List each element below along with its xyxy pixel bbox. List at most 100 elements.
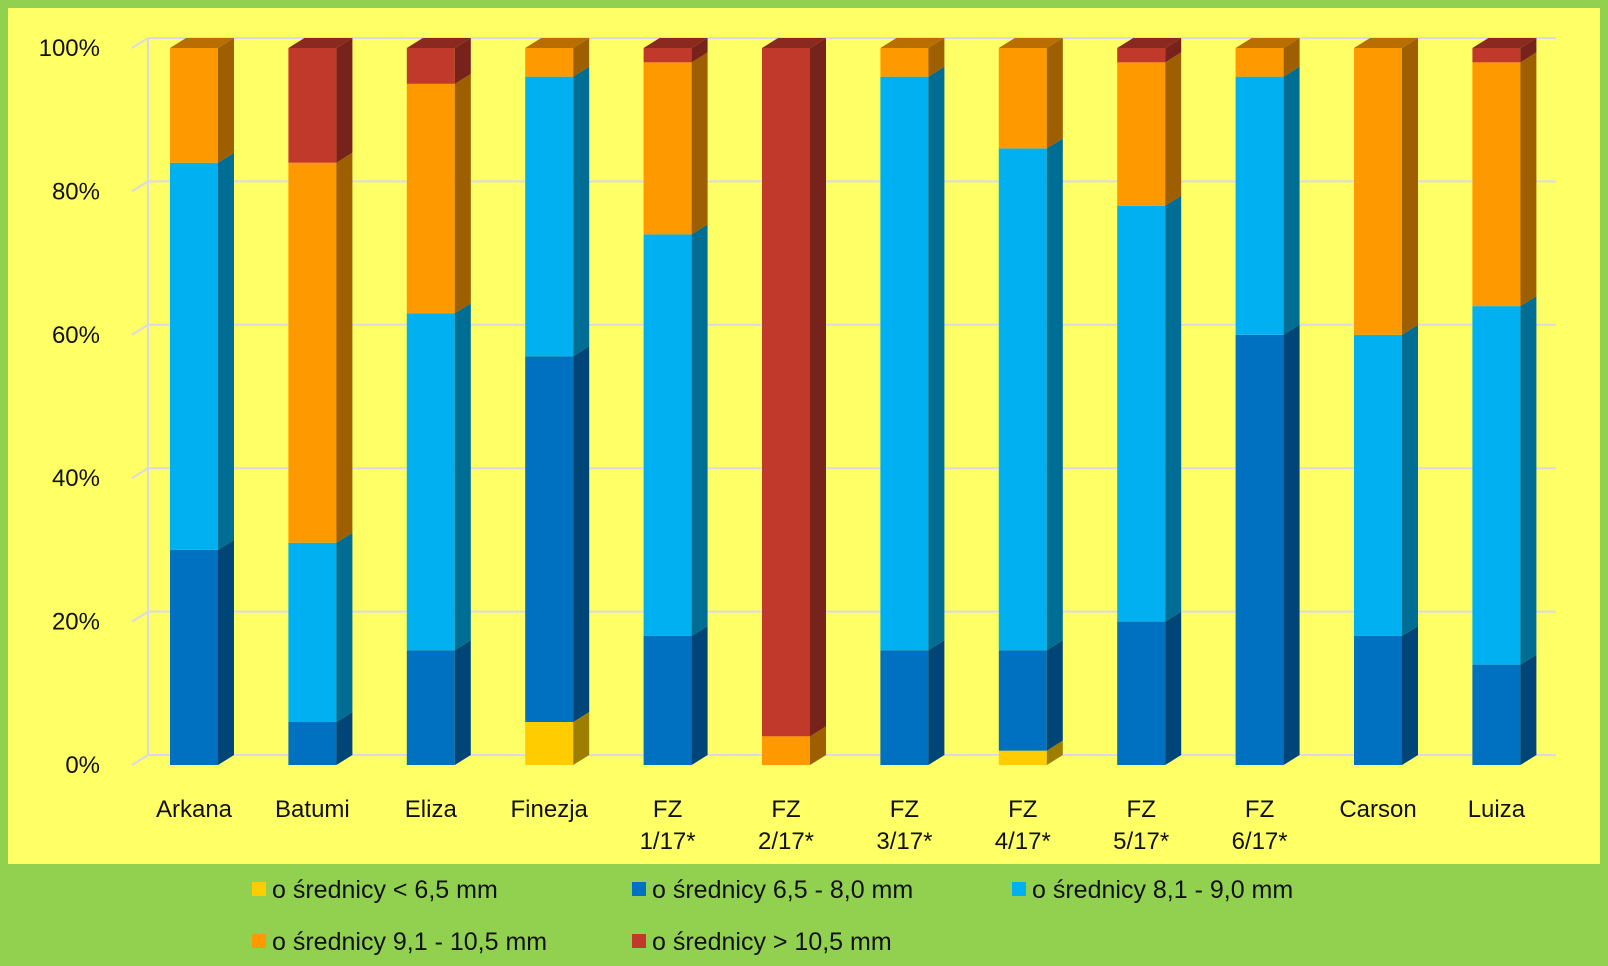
y-tick-label: 80% (52, 178, 100, 205)
gridline-depth (131, 754, 149, 766)
x-tick-label: 6/17* (1232, 828, 1288, 855)
bar-segment-front (880, 650, 929, 765)
y-tick-label: 100% (39, 35, 100, 62)
bar-segment (998, 740, 1063, 765)
bar-top-face (406, 38, 471, 48)
bar-segment-front (406, 650, 455, 765)
bar-segment-side (573, 38, 590, 77)
bar-segment-side (218, 152, 234, 550)
bar-segment (170, 38, 234, 163)
bar-segment-front (880, 48, 929, 77)
legend-label: o średnicy 6,5 - 8,0 mm (652, 876, 913, 904)
bar-segment-side (691, 38, 708, 63)
bar-segment (288, 532, 353, 722)
x-tick-label: FZ (771, 796, 800, 823)
bar-top-face (525, 38, 590, 48)
bar-segment-front (288, 542, 337, 722)
bar-segment-side (1402, 625, 1418, 765)
y-tick-label: 0% (65, 752, 100, 779)
bar-segment (525, 346, 590, 722)
y-axis-ticks: 0% 20% 40% 60% 80% 100% (39, 35, 100, 779)
x-tick-label: Carson (1339, 796, 1416, 823)
bar-segment-side (1283, 38, 1300, 77)
bar-segment-front (1472, 48, 1521, 63)
bar-segment-front (288, 162, 337, 543)
bar-stack (1235, 38, 1300, 765)
legend-swatch (1012, 882, 1026, 896)
bar-segment (1117, 195, 1182, 622)
legend-swatch (632, 882, 646, 896)
bar-segment (1235, 66, 1300, 335)
bar-segment-side (454, 73, 471, 314)
legend-item: o średnicy > 10,5 mm (632, 928, 892, 956)
bar-segment-front (525, 356, 574, 722)
bar-segment (406, 640, 471, 765)
legend: o średnicy < 6,5 mm o średnicy 6,5 - 8,0 … (252, 876, 1293, 956)
legend-item: o średnicy 6,5 - 8,0 mm (632, 876, 913, 904)
bar-segment-front (1235, 76, 1284, 335)
x-tick-label: Luiza (1468, 796, 1526, 823)
gridlines (131, 37, 1556, 766)
bar-stack (643, 38, 708, 765)
bar-segment (1472, 654, 1537, 765)
bar-segment-side (928, 66, 945, 651)
bar-segment-front (525, 76, 574, 357)
bar-segment-side (336, 711, 353, 765)
bar-segment-side (810, 38, 826, 737)
bar-segment-side (691, 52, 708, 235)
bar-segment-side (1402, 324, 1418, 636)
bar-segment-side (1283, 324, 1300, 765)
bar-segment (1117, 611, 1182, 765)
bar-segment-side (218, 38, 234, 163)
bar-segment (880, 66, 945, 651)
bar-top-face (998, 38, 1063, 48)
bar-segment (643, 38, 708, 63)
y-tick-label: 60% (52, 322, 100, 349)
gridline-depth (131, 323, 149, 336)
bar-segment (288, 152, 353, 543)
bar-segment (288, 38, 353, 163)
bar-segment-side (1165, 611, 1182, 765)
bar-segment-front (1235, 48, 1284, 77)
bar-segment-side (454, 640, 471, 765)
bar-segment-side (1165, 52, 1182, 206)
bar-segment-side (928, 38, 945, 77)
bar-segment-side (573, 711, 590, 765)
legend-label: o średnicy 8,1 - 9,0 mm (1032, 876, 1293, 904)
bar-segment (170, 539, 234, 765)
bar-stack (288, 38, 353, 765)
bar-segment (998, 640, 1063, 751)
legend-item: o średnicy < 6,5 mm (252, 876, 498, 904)
x-axis-labels: Arkana Batumi Eliza Finezja FZ 1/17* FZ 2/17* FZ… (156, 796, 1526, 855)
bar-segment (525, 66, 590, 357)
legend-label: o średnicy > 10,5 mm (652, 928, 892, 956)
x-tick-label: FZ (1245, 796, 1274, 823)
bar-top-face (643, 38, 708, 48)
bar-segment-side (454, 303, 471, 651)
bar-stack (998, 38, 1063, 765)
legend-label: o średnicy 9,1 - 10,5 mm (272, 928, 547, 956)
bar-segment-front (1117, 48, 1166, 63)
bar-segment-side (1520, 52, 1537, 307)
bar-segment (406, 73, 471, 314)
x-tick-label: 1/17* (640, 828, 696, 855)
bar-stack (1354, 38, 1418, 765)
bar-segment-side (1520, 296, 1537, 665)
bar-segment-side (810, 726, 826, 765)
bar-segment-front (643, 234, 692, 636)
bar-segment (1354, 38, 1418, 335)
bar-segment-front (1472, 62, 1521, 307)
bar-segment-side (928, 640, 945, 765)
x-tick-label: Batumi (275, 796, 350, 823)
bar-segment-side (336, 38, 353, 163)
bar-segment-front (998, 750, 1047, 765)
bar-segment-side (1165, 195, 1182, 622)
bar-top-face (288, 38, 353, 48)
bar-top-face (170, 38, 234, 48)
y-tick-label: 20% (52, 609, 100, 636)
bar-segment-front (1354, 635, 1402, 765)
bar-segment-front (762, 736, 810, 765)
x-tick-label: 5/17* (1113, 828, 1169, 855)
gridline-depth (131, 467, 149, 480)
bar-top-face (1117, 38, 1182, 48)
